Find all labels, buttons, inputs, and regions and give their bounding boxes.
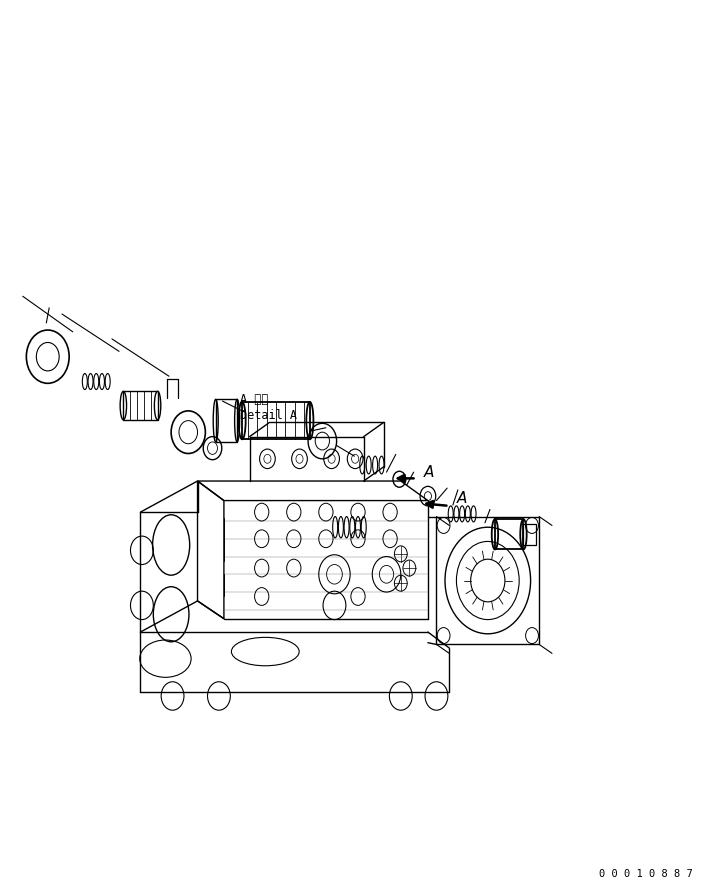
Text: A 詳細: A 詳細 <box>241 393 268 405</box>
Text: 0 0 0 1 0 8 8 7: 0 0 0 1 0 8 8 7 <box>599 869 693 879</box>
Bar <box>123 391 158 420</box>
Bar <box>437 517 539 644</box>
Text: Detail A: Detail A <box>241 408 297 421</box>
Bar <box>523 524 536 545</box>
Bar <box>242 402 310 439</box>
Text: A: A <box>456 491 467 506</box>
Bar <box>216 399 237 442</box>
Bar <box>495 519 523 550</box>
Text: A: A <box>424 464 434 479</box>
